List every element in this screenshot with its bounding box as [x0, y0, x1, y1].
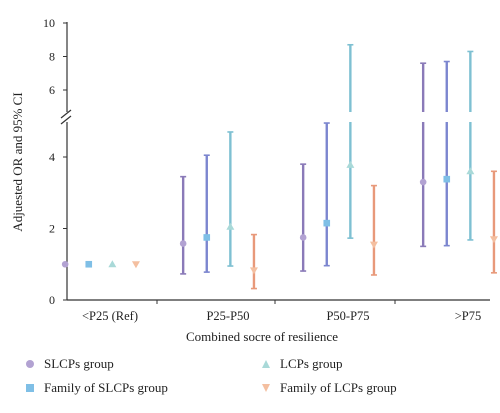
- x-axis-label: Combined socre of resilience: [186, 329, 338, 344]
- data-point: [419, 178, 427, 186]
- data-point: [443, 175, 451, 183]
- legend-item-family-lcps: Family of LCPs group: [260, 380, 397, 396]
- data-point: [466, 167, 475, 175]
- legend-item-slcps: SLCPs group: [24, 356, 114, 372]
- data-point: [108, 260, 117, 268]
- data-point: [179, 240, 187, 247]
- legend-triangle-marker: [262, 360, 270, 368]
- legend: SLCPs group Family of SLCPs group LCPs g…: [24, 352, 484, 408]
- data-point: [203, 234, 211, 241]
- legend-label: SLCPs group: [44, 356, 114, 371]
- data-point: [346, 160, 355, 168]
- axis-break-mark: [60, 109, 72, 119]
- data-point: [299, 234, 307, 241]
- legend-triangle-down-marker: [262, 384, 270, 392]
- axes: [60, 22, 490, 301]
- y-tick-label: 0: [49, 293, 55, 307]
- data-point: [131, 261, 140, 269]
- legend-label: LCPs group: [280, 356, 343, 371]
- point-group: [61, 160, 498, 275]
- legend-label: Family of LCPs group: [280, 380, 397, 395]
- data-point: [85, 260, 93, 268]
- errorbar-group: [180, 43, 497, 290]
- y-tick-label: 2: [49, 222, 55, 236]
- data-point: [323, 219, 331, 227]
- y-tick-label: 10: [43, 16, 55, 30]
- x-tick-label: <P25 (Ref): [82, 309, 138, 323]
- legend-item-lcps: LCPs group: [260, 356, 342, 372]
- x-tick-label: >P75: [455, 309, 482, 323]
- legend-item-family-slcps: Family of SLCPs group: [24, 380, 168, 396]
- tick-group: 0 2 4 6 8 10 <P25 (Ref) P25-P50 P50-P75 >P75: [43, 16, 482, 323]
- data-point: [249, 267, 258, 275]
- data-point: [369, 241, 378, 249]
- legend-circle-marker: [26, 360, 34, 368]
- y-tick-label: 6: [49, 83, 55, 97]
- data-point: [61, 260, 69, 268]
- axis-break-mark: [60, 115, 72, 125]
- x-tick-label: P50-P75: [326, 309, 369, 323]
- y-axis-label: Adjuested OR and 95% CI: [10, 92, 25, 231]
- legend-label: Family of SLCPs group: [44, 380, 168, 395]
- y-tick-label: 8: [49, 50, 55, 64]
- x-tick-label: P25-P50: [206, 309, 249, 323]
- data-point: [489, 236, 498, 244]
- data-point: [226, 222, 235, 230]
- y-tick-label: 4: [49, 150, 55, 164]
- legend-square-marker: [26, 384, 34, 392]
- chart-area: 0 2 4 6 8 10 <P25 (Ref) P25-P50 P50-P75 >P75 Adju…: [10, 16, 498, 344]
